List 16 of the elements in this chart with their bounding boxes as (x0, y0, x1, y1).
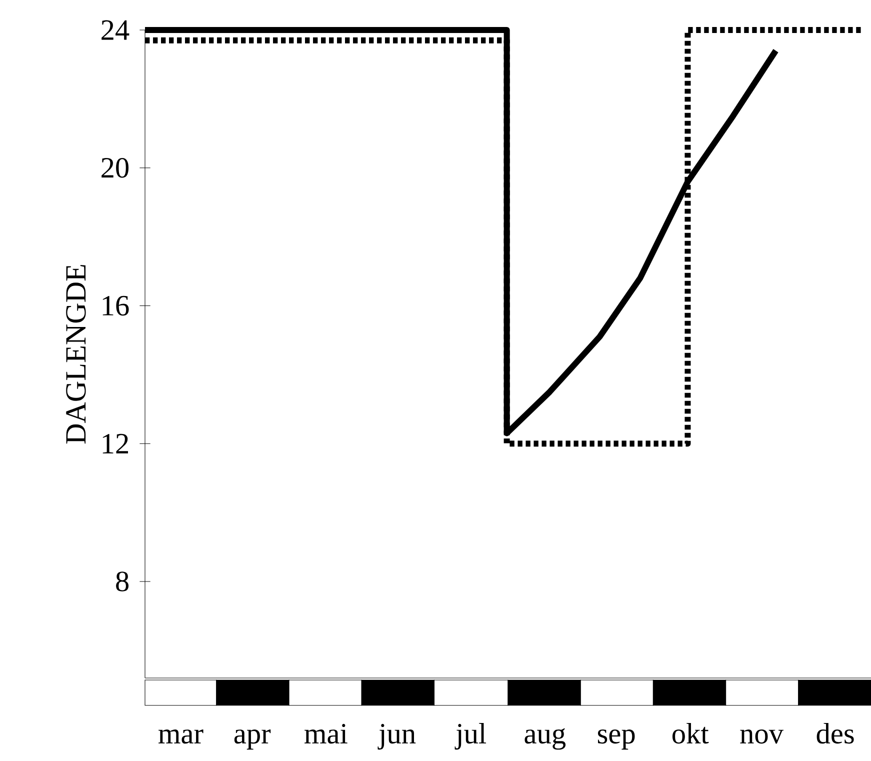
y-tick-label: 16 (102, 296, 129, 316)
x-tick-label: nov (740, 730, 784, 744)
x-tick-label: apr (234, 730, 271, 750)
x-tick-label: mar (158, 730, 204, 744)
y-tick-label: 12 (102, 434, 128, 454)
x-tick-label: sep (598, 730, 635, 750)
y-axis-title: DAGLENGDE (66, 265, 86, 444)
x-tick-label: jun (378, 724, 416, 750)
y-tick-label: 24 (102, 20, 130, 40)
y-tick-label: 20 (102, 158, 129, 178)
x-tick-label: des (816, 722, 854, 744)
x-tick-label: okt (672, 722, 709, 744)
y-tick-label: 8 (116, 572, 129, 592)
x-tick-label: jul (454, 722, 486, 750)
x-tick-label: mai (304, 724, 348, 744)
x-tick-label: aug (524, 728, 566, 750)
